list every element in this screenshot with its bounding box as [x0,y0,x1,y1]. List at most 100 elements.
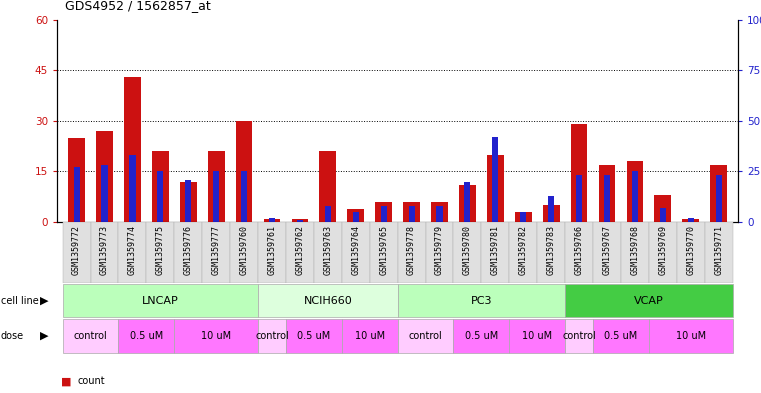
Text: 0.5 uM: 0.5 uM [130,331,163,341]
Bar [409,206,415,222]
Bar [202,222,230,283]
Text: GSM1359768: GSM1359768 [630,225,639,275]
Text: GSM1359776: GSM1359776 [183,225,193,275]
Text: ▶: ▶ [40,331,49,341]
Bar [571,124,587,222]
Text: PC3: PC3 [470,296,492,306]
Bar [626,161,643,222]
Bar [62,320,119,353]
Bar [342,320,397,353]
Bar [649,222,677,283]
Bar [677,222,705,283]
Bar [464,182,470,222]
Bar [325,206,331,222]
Bar [521,212,527,222]
Text: ■: ■ [61,376,72,386]
Text: GSM1359780: GSM1359780 [463,225,472,275]
Bar [230,222,258,283]
Bar [548,196,554,222]
Bar [320,151,336,222]
Text: GSM1359767: GSM1359767 [603,225,612,275]
Text: control: control [255,331,289,341]
Bar [565,222,593,283]
Bar [124,77,141,222]
Bar [236,121,253,222]
Bar [101,165,107,222]
Bar [593,320,649,353]
Text: GSM1359771: GSM1359771 [714,225,723,275]
Bar [654,195,671,222]
Bar [96,131,113,222]
Bar [146,222,174,283]
Bar [74,167,80,222]
Bar [649,320,733,353]
Text: dose: dose [1,331,24,341]
Text: 0.5 uM: 0.5 uM [465,331,498,341]
Text: LNCAP: LNCAP [142,296,179,306]
Text: ▶: ▶ [40,296,49,306]
Text: GSM1359783: GSM1359783 [546,225,556,275]
Bar [565,284,733,317]
Bar [269,218,275,222]
Bar [370,222,397,283]
Bar [180,182,196,222]
Bar [710,165,727,222]
Bar [119,222,146,283]
Text: GSM1359778: GSM1359778 [407,225,416,275]
Bar [258,284,397,317]
Bar [213,171,219,222]
Bar [185,180,191,222]
Bar [397,320,454,353]
Bar [263,219,280,222]
Bar [459,185,476,222]
Text: VCAP: VCAP [634,296,664,306]
Bar [258,222,286,283]
Bar [454,222,482,283]
Text: GSM1359763: GSM1359763 [323,225,333,275]
Text: GSM1359774: GSM1359774 [128,225,137,275]
Bar [715,176,721,222]
Bar [431,202,448,222]
Bar [380,206,387,222]
Text: GDS4952 / 1562857_at: GDS4952 / 1562857_at [65,0,211,12]
Bar [509,320,565,353]
Text: control: control [562,331,596,341]
Bar [425,222,454,283]
Bar [543,205,559,222]
Bar [152,151,169,222]
Bar [68,138,85,222]
Text: GSM1359770: GSM1359770 [686,225,696,275]
Bar [403,202,420,222]
Text: GSM1359773: GSM1359773 [100,225,109,275]
Bar [593,222,621,283]
Text: 10 uM: 10 uM [522,331,552,341]
Text: GSM1359765: GSM1359765 [379,225,388,275]
Text: GSM1359782: GSM1359782 [519,225,527,275]
Text: 10 uM: 10 uM [676,331,705,341]
Bar [482,222,509,283]
Text: cell line: cell line [1,296,39,306]
Bar [342,222,370,283]
Text: GSM1359766: GSM1359766 [575,225,584,275]
Bar [291,219,308,222]
Bar [705,222,733,283]
Bar [174,320,258,353]
Bar [621,222,649,283]
Bar [158,171,164,222]
Bar [397,284,565,317]
Bar [565,320,593,353]
Bar [454,320,509,353]
Text: GSM1359779: GSM1359779 [435,225,444,275]
Bar [314,222,342,283]
Bar [375,202,392,222]
Text: GSM1359775: GSM1359775 [156,225,165,275]
Bar [632,171,638,222]
Bar [174,222,202,283]
Bar [604,176,610,222]
Text: GSM1359769: GSM1359769 [658,225,667,275]
Text: GSM1359772: GSM1359772 [72,225,81,275]
Bar [688,218,694,222]
Bar [286,320,342,353]
Bar [208,151,224,222]
Text: GSM1359781: GSM1359781 [491,225,500,275]
